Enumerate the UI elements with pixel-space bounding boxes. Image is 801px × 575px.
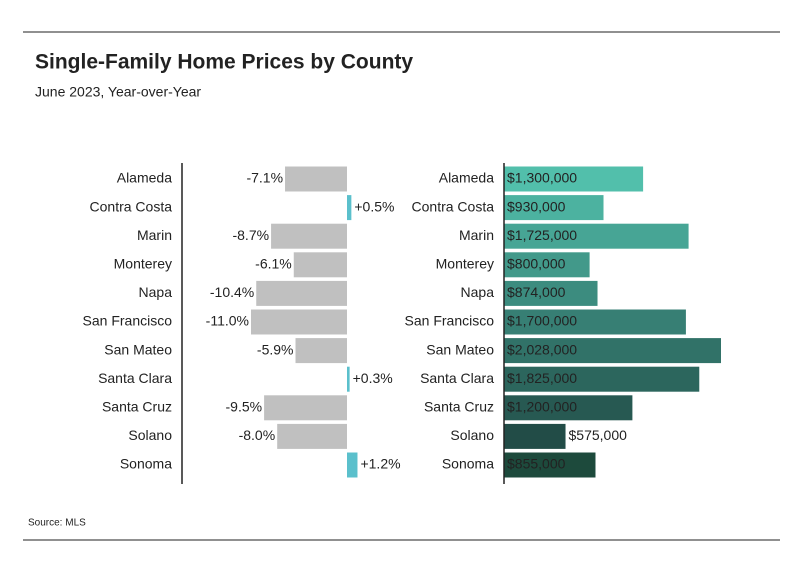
value-label: $930,000 <box>507 198 566 214</box>
bar <box>504 252 590 278</box>
category-label: Solano <box>128 427 172 443</box>
bar <box>504 452 596 478</box>
category-label: Monterey <box>114 256 172 272</box>
category-label: Marin <box>459 227 494 243</box>
value-label: -8.7% <box>232 227 269 243</box>
bar <box>293 252 347 278</box>
bar <box>504 366 700 392</box>
value-label: -7.1% <box>246 170 283 186</box>
value-label: +1.2% <box>360 456 400 472</box>
value-label: -9.5% <box>226 399 263 415</box>
category-label: Solano <box>450 427 494 443</box>
category-label: Contra Costa <box>412 198 495 214</box>
value-label: -10.4% <box>210 284 254 300</box>
category-label: San Francisco <box>405 313 495 329</box>
category-label: Marin <box>137 227 172 243</box>
value-label: $800,000 <box>507 256 566 272</box>
category-label: Contra Costa <box>90 198 173 214</box>
category-label: San Mateo <box>104 341 172 357</box>
value-label: -5.9% <box>257 341 294 357</box>
bar <box>504 195 604 221</box>
bar <box>256 280 347 306</box>
chart-title: Single-Family Home Prices by County <box>35 51 413 74</box>
bar <box>504 395 633 421</box>
value-label: -11.0% <box>206 313 249 329</box>
bar <box>347 452 358 478</box>
bar <box>271 223 347 249</box>
value-label: -8.0% <box>239 427 276 443</box>
value-label: $1,825,000 <box>507 370 577 386</box>
value-label: $2,028,000 <box>507 341 577 357</box>
bar <box>504 423 566 449</box>
bar <box>264 395 347 421</box>
bar <box>504 223 689 249</box>
value-label: $855,000 <box>507 456 566 472</box>
category-label: Santa Clara <box>420 370 494 386</box>
chart-subtitle: June 2023, Year-over-Year <box>35 84 201 100</box>
category-label: Alameda <box>117 170 172 186</box>
category-label: Napa <box>139 284 173 300</box>
value-label: $575,000 <box>569 427 628 443</box>
bar <box>285 166 347 192</box>
value-label: $1,700,000 <box>507 313 577 329</box>
bar <box>347 195 352 221</box>
bar <box>504 338 721 364</box>
category-label: Sonoma <box>442 456 494 472</box>
category-label: Sonoma <box>120 456 172 472</box>
bar <box>504 280 598 306</box>
category-label: San Mateo <box>426 341 494 357</box>
category-label: San Francisco <box>83 313 173 329</box>
value-label: +0.3% <box>353 370 393 386</box>
category-label: Alameda <box>439 170 494 186</box>
value-label: +0.5% <box>354 198 394 214</box>
category-label: Monterey <box>436 256 494 272</box>
value-label: $874,000 <box>507 284 566 300</box>
value-label: -6.1% <box>255 256 292 272</box>
category-label: Santa Cruz <box>102 399 172 415</box>
bar <box>295 338 347 364</box>
bar <box>504 309 686 335</box>
value-label: $1,300,000 <box>507 170 577 186</box>
bar <box>347 366 350 392</box>
source: Source: MLS <box>28 518 86 529</box>
bar <box>504 166 644 192</box>
bar <box>277 423 347 449</box>
value-label: $1,725,000 <box>507 227 577 243</box>
category-label: Santa Clara <box>98 370 172 386</box>
category-label: Santa Cruz <box>424 399 494 415</box>
category-label: Napa <box>461 284 495 300</box>
value-label: $1,200,000 <box>507 399 577 415</box>
bar <box>251 309 347 335</box>
